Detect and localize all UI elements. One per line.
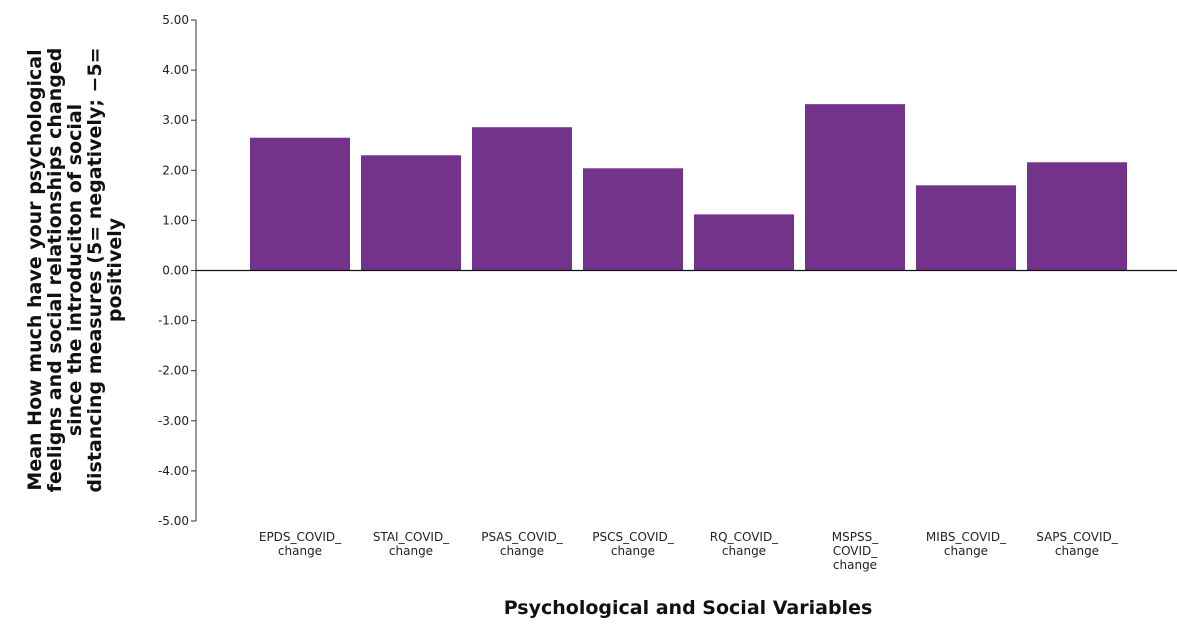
bar bbox=[1027, 162, 1127, 271]
y-axis-title-line: feeligns and social relationships change… bbox=[44, 48, 66, 493]
bar bbox=[250, 137, 350, 271]
y-tick-label: -4.00 bbox=[158, 464, 189, 478]
y-tick-label: -5.00 bbox=[158, 514, 189, 528]
y-axis-ticks: 5.00 4.00 3.00 2.00 1.00 0.00 -1.00 -2.00 -3.00 -… bbox=[158, 13, 196, 528]
y-tick-label: -2.00 bbox=[158, 364, 189, 378]
y-axis-title-line: Mean How much have your psychological bbox=[24, 49, 46, 490]
x-tick-label: EPDS_COVID_ change bbox=[259, 530, 342, 558]
y-axis-title: Mean How much have your psychologicalfee… bbox=[24, 47, 126, 492]
y-tick-label: 1.00 bbox=[162, 213, 189, 227]
y-axis-title-line: positively bbox=[104, 217, 126, 322]
bar bbox=[805, 104, 905, 271]
y-tick-label: -3.00 bbox=[158, 414, 189, 428]
y-tick-label: 5.00 bbox=[162, 13, 189, 27]
bar bbox=[916, 185, 1016, 271]
x-tick-label: MSPSS_ COVID_ change bbox=[832, 530, 879, 572]
x-axis-ticks: EPDS_COVID_ change STAI_COVID_ change PSAS_C… bbox=[259, 530, 1119, 572]
x-tick-label: STAI_COVID_ change bbox=[373, 530, 450, 558]
y-tick-label: 4.00 bbox=[162, 63, 189, 77]
y-axis-title-line: distancing measures (5= negatively; −5= bbox=[84, 47, 106, 492]
y-tick-label: 0.00 bbox=[162, 264, 189, 278]
x-tick-label: PSAS_COVID_ change bbox=[481, 530, 564, 558]
x-tick-label: RQ_COVID_ change bbox=[710, 530, 779, 558]
bar bbox=[694, 214, 794, 271]
y-axis-title-line: since the introduciton of social bbox=[64, 104, 86, 436]
x-axis-title: Psychological and Social Variables bbox=[504, 597, 873, 619]
bar bbox=[472, 127, 572, 271]
bar bbox=[361, 155, 461, 271]
x-tick-label: SAPS_COVID_ change bbox=[1036, 530, 1119, 558]
bars bbox=[250, 104, 1127, 271]
x-tick-label: PSCS_COVID_ change bbox=[592, 530, 674, 558]
x-tick-label: MIBS_COVID_ change bbox=[926, 530, 1007, 558]
y-tick-label: -1.00 bbox=[158, 314, 189, 328]
y-tick-label: 2.00 bbox=[162, 163, 189, 177]
y-tick-label: 3.00 bbox=[162, 113, 189, 127]
bar bbox=[583, 168, 683, 271]
